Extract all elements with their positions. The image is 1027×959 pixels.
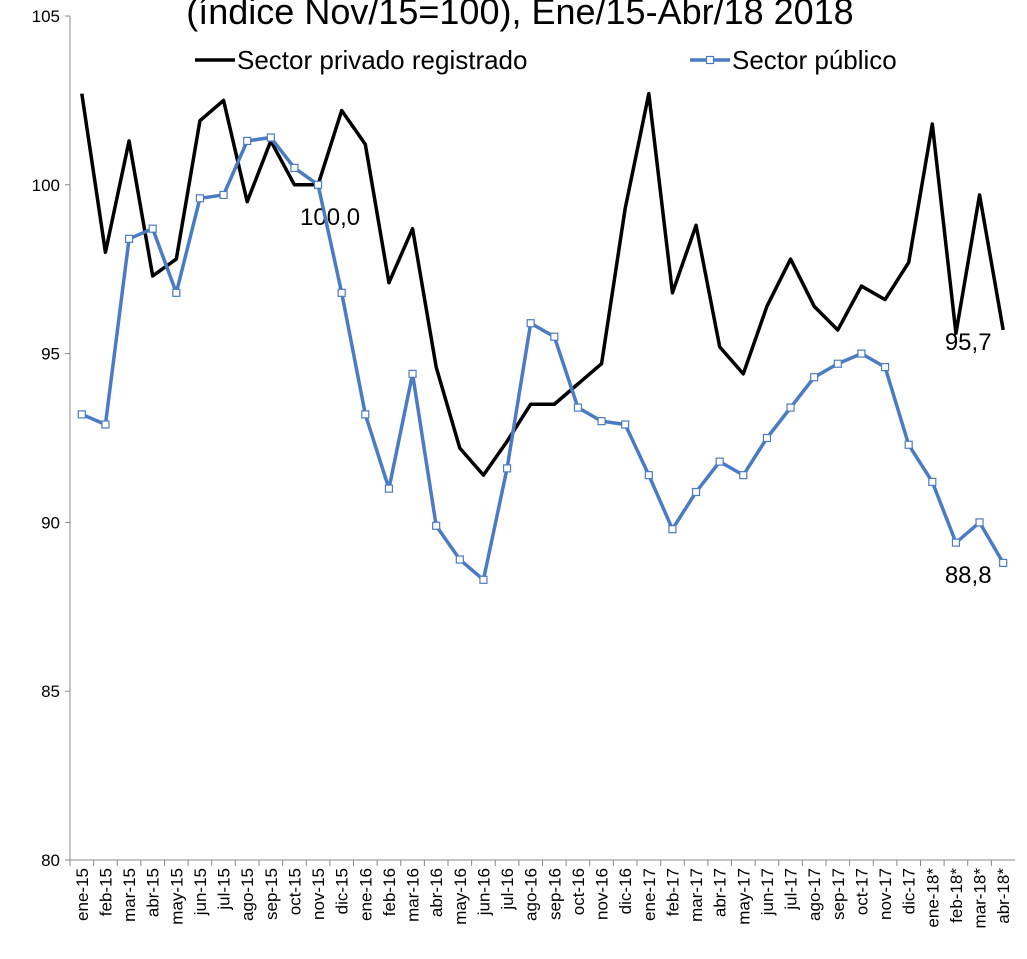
- point-marker: [219, 190, 228, 200]
- x-tick-label: ago-16: [522, 868, 541, 921]
- point-marker: [526, 319, 535, 328]
- x-tick-label: abr-18*: [994, 868, 1013, 924]
- y-tick-label: 85: [41, 682, 60, 701]
- point-marker: [361, 410, 370, 419]
- x-tick-label: jun-16: [474, 868, 493, 916]
- x-tick-label: mar-16: [404, 868, 423, 922]
- point-marker: [502, 464, 512, 473]
- point-marker: [833, 359, 842, 368]
- x-tick-label: ene-15: [73, 868, 92, 921]
- x-tick-label: ene-17: [640, 868, 659, 921]
- point-marker: [999, 558, 1008, 568]
- x-tick-label: mar-18*: [971, 868, 990, 929]
- legend-label: Sector público: [732, 45, 897, 75]
- x-tick-label: oct-15: [285, 868, 304, 915]
- point-marker: [975, 518, 984, 527]
- point-marker: [928, 477, 937, 486]
- x-tick-label: jul-16: [498, 868, 517, 911]
- x-tick-label: feb-17: [663, 868, 682, 916]
- x-tick-label: may-17: [734, 868, 753, 925]
- data-label: 88,8: [945, 562, 992, 589]
- x-tick-label: dic-16: [616, 868, 635, 914]
- point-marker: [243, 136, 252, 146]
- chart-title: (índice Nov/15=100), Ene/15-Abr/18 2018: [186, 0, 853, 32]
- point-marker: [644, 471, 653, 480]
- point-marker: [266, 133, 275, 142]
- point-marker: [290, 163, 299, 173]
- x-tick-label: nov-16: [593, 868, 612, 920]
- data-label: 95,7: [945, 329, 992, 356]
- x-tick-label: nov-17: [876, 868, 895, 920]
- x-tick-label: ene-18*: [923, 868, 942, 928]
- point-marker: [408, 369, 417, 378]
- x-tick-label: sep-17: [829, 868, 848, 920]
- x-tick-label: jul-17: [782, 868, 801, 911]
- x-tick-label: abr-15: [144, 868, 163, 917]
- point-marker: [880, 363, 890, 372]
- point-marker: [455, 555, 464, 564]
- point-marker: [124, 234, 134, 243]
- point-marker: [172, 288, 181, 297]
- series-line: [80, 91, 1005, 477]
- x-tick-label: oct-17: [852, 868, 871, 915]
- x-tick-label: jun-15: [191, 868, 210, 916]
- point-marker: [101, 420, 110, 429]
- x-tick-label: mar-17: [687, 868, 706, 922]
- point-marker: [479, 575, 488, 584]
- x-tick-label: dic-15: [333, 868, 352, 914]
- point-marker: [621, 420, 630, 429]
- y-tick-label: 95: [41, 345, 60, 364]
- x-tick-label: abr-17: [711, 868, 730, 917]
- point-marker: [195, 194, 205, 203]
- x-tick-label: feb-16: [380, 868, 399, 916]
- point-marker: [313, 180, 323, 189]
- y-tick-label: 105: [32, 7, 60, 26]
- x-tick-label: nov-15: [309, 868, 328, 920]
- x-tick-label: abr-16: [427, 868, 446, 917]
- legend-marker: [705, 55, 715, 65]
- x-tick-label: dic-17: [900, 868, 919, 914]
- point-marker: [573, 403, 583, 412]
- point-marker: [786, 403, 795, 412]
- x-tick-label: mar-15: [120, 868, 139, 922]
- x-tick-label: jul-15: [215, 868, 234, 911]
- x-tick-label: ago-17: [805, 868, 824, 921]
- y-tick-label: 90: [41, 513, 60, 532]
- y-tick-label: 80: [41, 851, 60, 870]
- point-marker: [77, 410, 86, 419]
- point-marker: [148, 224, 157, 233]
- x-tick-label: may-16: [451, 868, 470, 925]
- point-marker: [432, 521, 441, 530]
- point-marker: [951, 538, 961, 547]
- x-tick-label: feb-18*: [947, 868, 966, 923]
- point-marker: [739, 471, 748, 480]
- point-marker: [337, 288, 346, 297]
- data-label: 100,0: [300, 204, 360, 231]
- x-tick-label: sep-16: [545, 868, 564, 920]
- point-marker: [597, 417, 606, 426]
- x-tick-label: feb-15: [96, 868, 115, 916]
- point-marker: [691, 487, 701, 497]
- point-marker: [904, 440, 913, 449]
- point-marker: [857, 349, 866, 358]
- x-tick-label: jun-17: [758, 868, 777, 916]
- point-marker: [384, 484, 394, 493]
- point-marker: [715, 457, 724, 466]
- x-tick-label: ene-16: [356, 868, 375, 921]
- point-marker: [550, 332, 559, 341]
- point-marker: [810, 373, 819, 382]
- point-marker: [668, 525, 677, 534]
- x-tick-label: sep-15: [262, 868, 281, 920]
- x-tick-label: oct-16: [569, 868, 588, 915]
- point-marker: [762, 433, 772, 443]
- y-tick-label: 100: [32, 176, 60, 195]
- x-tick-label: ago-15: [238, 868, 257, 921]
- series-line: [81, 135, 1005, 582]
- legend-label: Sector privado registrado: [237, 45, 527, 75]
- x-tick-label: may-15: [167, 868, 186, 925]
